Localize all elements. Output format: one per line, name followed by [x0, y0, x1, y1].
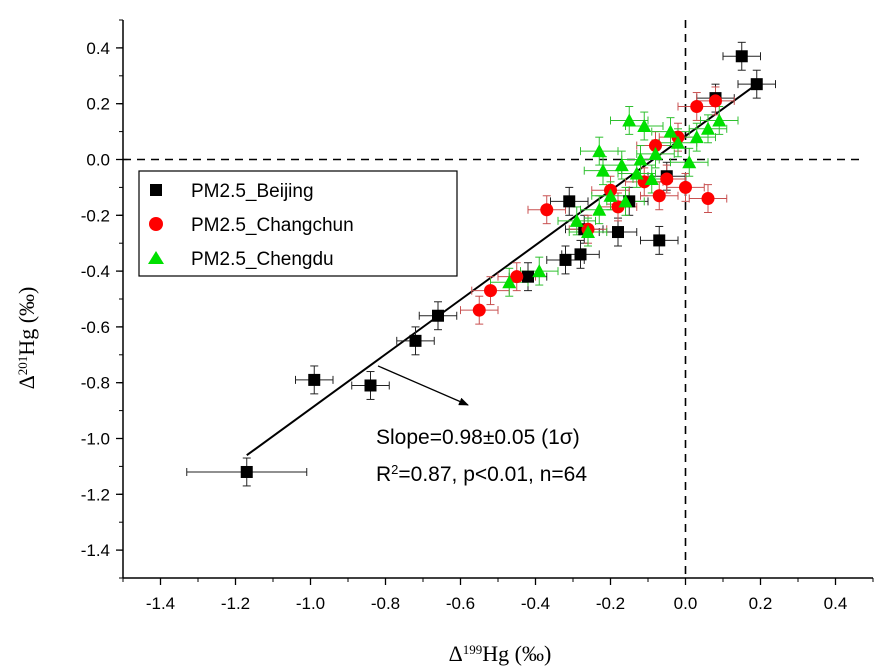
changchun-point — [709, 94, 722, 108]
y-tick-label: -0.8 — [81, 374, 110, 393]
chengdu-point — [603, 188, 618, 202]
changchun-point — [679, 180, 692, 194]
x-tick-label: 0.0 — [674, 594, 698, 613]
chengdu-point — [701, 121, 715, 135]
chengdu-point — [633, 152, 648, 166]
y-tick-label: -1.0 — [81, 430, 110, 449]
legend-triangle-marker — [148, 251, 164, 264]
y-axis-title: Δ201Hg (‰) — [14, 287, 39, 390]
r2-rest: =0.87, p<0.01, n=64 — [398, 463, 587, 486]
x-tick-label: -1.2 — [221, 594, 250, 613]
chengdu-point — [592, 202, 607, 216]
reference-lines — [123, 20, 863, 578]
beijing-point — [364, 379, 377, 392]
legend-circle-marker — [149, 217, 163, 231]
legend: PM2.5_Beijing PM2.5_Changchun PM2.5_Chen… — [138, 170, 458, 277]
chengdu-point — [663, 124, 678, 138]
y-tick-label: 0.4 — [86, 39, 110, 58]
beijing-point — [653, 234, 666, 247]
changchun-point — [690, 99, 704, 113]
beijing-point — [735, 50, 748, 63]
y-tick-label: -1.4 — [81, 541, 110, 560]
chengdu-point — [682, 155, 697, 169]
r2-sup: 2 — [391, 462, 398, 477]
y-tick-label: 0.2 — [86, 95, 110, 114]
y-axis-title-sup: 201 — [15, 356, 30, 376]
x-tick-label: -0.4 — [521, 594, 550, 613]
legend-label-changchun: PM2.5_Changchun — [191, 215, 354, 236]
y-tick-label: 0.0 — [86, 151, 110, 170]
beijing-point — [750, 78, 763, 91]
chengdu-point — [569, 213, 584, 227]
changchun-point — [649, 139, 662, 153]
legend-label-beijing: PM2.5_Beijing — [191, 181, 314, 202]
chengdu-point — [614, 158, 629, 172]
x-axis-title-main: Hg (‰) — [482, 641, 551, 666]
x-axis-title-sup: 199 — [463, 642, 483, 657]
chengdu-point — [629, 166, 644, 180]
chengdu-point — [637, 119, 652, 133]
slope-annotation: Slope=0.98±0.05 (1σ) — [376, 426, 580, 449]
beijing-point — [240, 465, 253, 478]
chengdu-point — [622, 113, 637, 127]
x-tick-label: -1.4 — [146, 594, 175, 613]
changchun-point — [540, 203, 554, 217]
x-tick-label: -0.2 — [596, 594, 625, 613]
changchun-point — [472, 303, 486, 317]
chengdu-point — [689, 130, 704, 144]
x-tick-label: 0.2 — [749, 594, 773, 613]
changchun-point — [484, 284, 497, 298]
x-axis-title: Δ199Hg (‰) — [449, 641, 552, 666]
changchun-point — [701, 192, 715, 206]
changchun-point — [660, 172, 674, 186]
beijing-point — [432, 309, 444, 322]
chengdu-point — [648, 146, 663, 160]
y-tick-label: -0.4 — [81, 262, 110, 281]
beijing-point — [522, 270, 534, 283]
x-tick-label: -0.6 — [446, 594, 475, 613]
y-tick-label: -0.2 — [81, 206, 110, 225]
y-axis-title-prefix: Δ — [14, 375, 39, 389]
beijing-point — [563, 195, 576, 208]
beijing-point — [308, 373, 321, 386]
chengdu-point — [532, 264, 547, 278]
r2-prefix: R — [376, 463, 391, 486]
chengdu-point — [618, 194, 633, 208]
chengdu-point — [502, 275, 517, 289]
x-tick-label: 0.4 — [824, 594, 848, 613]
r2-annotation: R2=0.87, p<0.01, n=64 — [376, 462, 587, 487]
legend-box — [138, 170, 458, 277]
beijing-point — [559, 253, 572, 266]
beijing-point — [409, 334, 422, 347]
data-points-layer — [240, 50, 763, 478]
legend-square-marker — [150, 184, 162, 196]
x-axis-title-prefix: Δ — [449, 641, 463, 666]
chengdu-point — [671, 135, 685, 149]
chengdu-point — [596, 163, 610, 177]
beijing-point — [574, 248, 587, 261]
y-tick-label: -0.6 — [81, 318, 110, 337]
chengdu-point — [712, 113, 727, 127]
changchun-point — [510, 270, 524, 284]
chengdu-point — [592, 144, 607, 158]
x-tick-label: -1.0 — [296, 594, 325, 613]
changchun-point — [652, 189, 666, 203]
annotation-arrow — [377, 365, 469, 406]
x-tick-label: -0.8 — [371, 594, 400, 613]
annotation: Slope=0.98±0.05 (1σ) R2=0.87, p<0.01, n=… — [376, 426, 587, 486]
beijing-point — [612, 226, 624, 239]
chengdu-point — [581, 225, 595, 239]
y-axis-title-main: Hg (‰) — [14, 287, 39, 356]
legend-label-chengdu: PM2.5_Chengdu — [191, 249, 334, 270]
y-tick-label: -1.2 — [81, 485, 110, 504]
chengdu-point — [644, 172, 659, 186]
axes: -1.4 -1.2 -1.0 -0.8 -0.6 -0.4 -0.2 0.0 0.2 0.4 -1.… — [81, 19, 874, 613]
